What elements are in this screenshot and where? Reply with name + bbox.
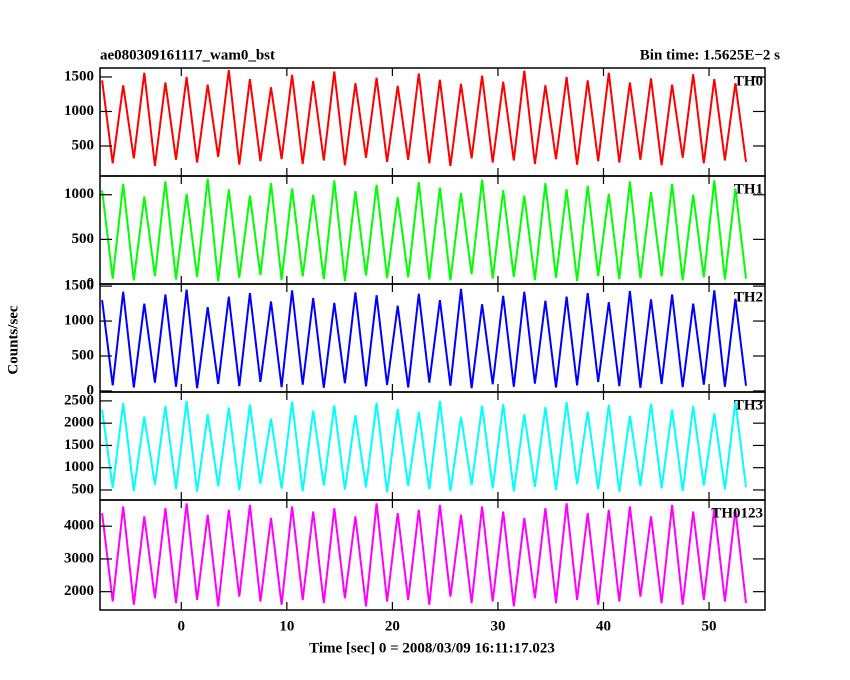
y-tick-label: 2000 xyxy=(64,583,94,599)
y-tick-label: 3000 xyxy=(64,550,94,566)
y-tick-label: 500 xyxy=(72,231,95,247)
chart-title: ae080309161117_wam0_bst xyxy=(100,47,275,63)
panel-frame xyxy=(99,67,766,177)
y-tick-label: 0 xyxy=(87,382,95,398)
y-tick-label: 500 xyxy=(72,481,95,497)
x-tick-label: 50 xyxy=(702,618,717,634)
series-label: TH0123 xyxy=(711,505,763,521)
panel-frame xyxy=(99,499,766,611)
series-line xyxy=(101,503,747,607)
series-label: TH1 xyxy=(734,181,763,197)
y-tick-label: 1500 xyxy=(64,437,94,453)
series-line xyxy=(101,288,747,389)
y-tick-label: 0 xyxy=(87,275,95,291)
y-tick-label: 1000 xyxy=(64,312,94,328)
y-tick-label: 500 xyxy=(72,347,95,363)
x-tick-label: 20 xyxy=(385,618,400,634)
series-line xyxy=(101,69,747,167)
y-axis-label: Counts/sec xyxy=(5,305,21,375)
panel-frame xyxy=(99,391,766,501)
x-tick-label: 0 xyxy=(178,618,186,634)
x-axis-label: Time [sec] 0 = 2008/03/09 16:11:17.023 xyxy=(309,640,555,656)
panel-frame xyxy=(99,283,766,393)
y-tick-label: 1500 xyxy=(64,68,94,84)
y-tick-label: 1000 xyxy=(64,459,94,475)
series-label: TH3 xyxy=(734,397,763,413)
chart-subtitle: Bin time: 1.5625E−2 s xyxy=(640,47,780,63)
y-tick-label: 4000 xyxy=(64,518,94,534)
x-tick-label: 10 xyxy=(279,618,294,634)
y-tick-label: 1000 xyxy=(64,103,94,119)
y-tick-label: 1500 xyxy=(64,278,94,294)
x-tick-label: 40 xyxy=(596,618,611,634)
y-tick-label: 500 xyxy=(72,137,95,153)
series-label: TH0 xyxy=(734,73,763,89)
y-tick-label: 2000 xyxy=(64,415,94,431)
series-line xyxy=(101,178,747,282)
y-tick-label: 2500 xyxy=(64,392,94,408)
series-line xyxy=(101,400,747,493)
y-tick-label: 1000 xyxy=(64,186,94,202)
panel-frame xyxy=(99,175,766,285)
x-tick-label: 30 xyxy=(490,618,505,634)
series-label: TH2 xyxy=(734,289,763,305)
